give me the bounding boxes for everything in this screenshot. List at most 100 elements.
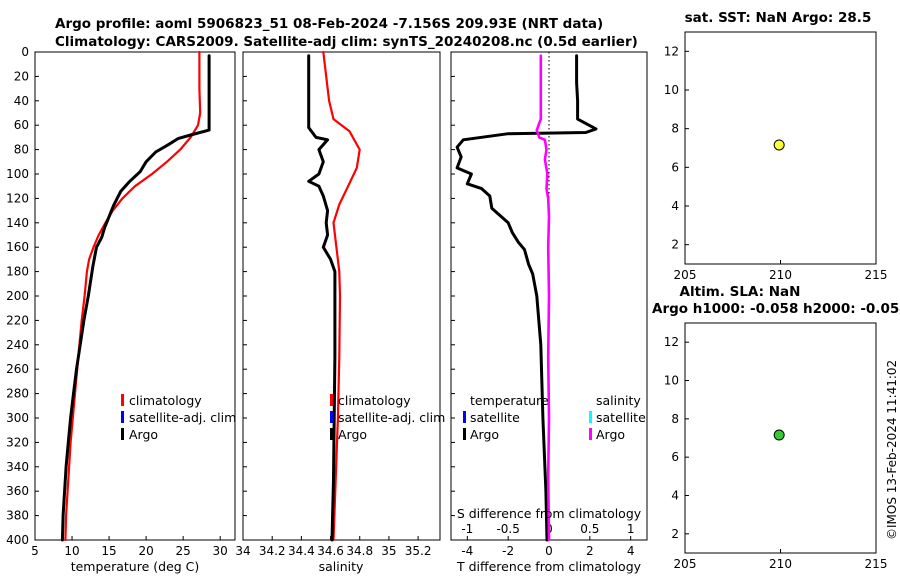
legend-swatch-climatology	[121, 394, 124, 406]
temperature-xtick-label: 15	[101, 544, 116, 558]
sla-ytick-label: 4	[671, 489, 679, 503]
legend-swatch-satellite	[330, 411, 333, 423]
sdiff-xtick-label: -0.5	[496, 522, 519, 536]
legend-swatch-t-argo	[463, 428, 466, 440]
temperature-legend: climatology satellite-adj. clim Argo	[121, 393, 236, 442]
salinity-panel: 34 34.2 34.4 34.6 34.8 35 35.2	[235, 50, 441, 558]
legend-heading-salinity: salinity	[596, 393, 641, 408]
salinity-legend: climatology satellite-adj. clim Argo	[330, 393, 445, 442]
depth-ytick-label: 360	[6, 484, 29, 498]
legend-label-argo: Argo	[338, 427, 367, 442]
sst-ytick-label: 8	[671, 122, 679, 136]
tdiff-xtick-label: 2	[586, 544, 594, 558]
sla-point	[773, 429, 785, 441]
legend-label-t-satellite: satellite	[470, 410, 520, 425]
sla-ytick-label: 2	[671, 527, 679, 541]
sst-title: sat. SST: NaN Argo: 28.5	[685, 10, 872, 26]
legend-label-s-argo: Argo	[596, 427, 625, 442]
depth-ytick-label: 260	[6, 362, 29, 376]
depth-ytick-label: 20	[14, 69, 29, 83]
salinity-xtick-label: 34.2	[259, 544, 286, 558]
sst-point	[773, 139, 785, 151]
sla-ytick-label: 6	[671, 450, 679, 464]
salinity-xtick-label: 34	[235, 544, 250, 558]
salinity-xtick-label: 34.8	[346, 544, 373, 558]
temperature-xtick-label: 5	[31, 544, 39, 558]
salinity-climatology-line	[322, 50, 361, 542]
sdiff-argo-line	[535, 54, 551, 542]
sla-xtick-label: 205	[674, 557, 697, 571]
depth-ytick-label: 160	[6, 240, 29, 254]
salinity-xlabel: salinity	[319, 559, 364, 574]
salinity-xtick-label: 34.4	[288, 544, 315, 558]
sst-xtick-label: 215	[865, 268, 888, 282]
sst-ytick-label: 10	[664, 83, 679, 97]
depth-ytick-label: 140	[6, 216, 29, 230]
salinity-xtick-label: 35	[381, 544, 396, 558]
legend-label-climatology: climatology	[129, 393, 202, 408]
legend-swatch-satellite	[121, 411, 124, 423]
depth-ytick-label: 340	[6, 460, 29, 474]
tdiff-argo-line	[455, 54, 598, 542]
tdiff-xtick-label: -2	[502, 544, 514, 558]
depth-ytick-label: 120	[6, 191, 29, 205]
tdiff-xtick-label: -4	[461, 544, 473, 558]
depth-ytick-label: 100	[6, 167, 29, 181]
sla-title-line2: Argo h1000: -0.058 h2000: -0.054	[652, 301, 900, 317]
legend-swatch-climatology	[330, 394, 333, 406]
sla-title-line1: Altim. SLA: NaN	[680, 284, 801, 300]
legend-label-satellite: satellite-adj. clim	[338, 410, 445, 425]
tdiff-xtick-label: 4	[627, 544, 635, 558]
sla-ytick-label: 10	[664, 374, 679, 388]
difference-legend: temperature satellite Argo salinity sate…	[463, 393, 646, 442]
legend-swatch-argo	[330, 428, 333, 440]
depth-ytick-label: 40	[14, 94, 29, 108]
depth-ytick-label: 220	[6, 313, 29, 327]
temperature-climatology-line	[64, 50, 202, 542]
credit-text: ©IMOS 13-Feb-2024 11:41:02	[885, 360, 899, 540]
depth-ytick-label: 280	[6, 387, 29, 401]
difference-panel: -4 -2 0 2 4-1 -0.5 0 0.5 1	[450, 51, 648, 558]
depth-ytick-label: 240	[6, 338, 29, 352]
legend-label-argo: Argo	[129, 427, 158, 442]
legend-heading-temperature: temperature	[470, 393, 549, 408]
legend-swatch-s-argo	[589, 428, 592, 440]
depth-ytick-label: 0	[21, 45, 29, 59]
temperature-xtick-label: 30	[213, 544, 228, 558]
legend-swatch-argo	[121, 428, 124, 440]
depth-ytick-label: 380	[6, 509, 29, 523]
temperature-xtick-label: 20	[138, 544, 153, 558]
salinity-xtick-label: 35.2	[405, 544, 432, 558]
temperature-xtick-label: 10	[64, 544, 79, 558]
sst-ytick-label: 12	[664, 44, 679, 58]
sst-ytick-label: 2	[671, 238, 679, 252]
temperature-panel: 5 10 15 20 25 3002040608010012014016018020022…	[6, 45, 236, 558]
sla-ytick-label: 8	[671, 412, 679, 426]
legend-label-satellite: satellite-adj. clim	[129, 410, 236, 425]
sla-ytick-label: 12	[664, 335, 679, 349]
sst-ytick-label: 6	[671, 160, 679, 174]
sdiff-xtick-label: 1	[627, 522, 635, 536]
sst-ytick-label: 4	[671, 199, 679, 213]
sla-xtick-label: 210	[769, 557, 792, 571]
legend-label-climatology: climatology	[338, 393, 411, 408]
figure-title-line2: Climatology: CARS2009. Satellite-adj cli…	[55, 34, 638, 50]
sdiff-toplabel: S difference from climatology	[457, 506, 642, 521]
depth-ytick-label: 200	[6, 289, 29, 303]
depth-ytick-label: 320	[6, 435, 29, 449]
sst-panel: 205 210 215 2 4 6 8 10 12	[664, 31, 888, 282]
salinity-xtick-label: 34.6	[317, 544, 344, 558]
depth-ytick-label: 60	[14, 118, 29, 132]
sdiff-xtick-label: 0.5	[580, 522, 599, 536]
temperature-xlabel: temperature (deg C)	[71, 559, 200, 574]
legend-swatch-s-satellite	[589, 411, 592, 423]
legend-label-s-satellite: satellite	[596, 410, 646, 425]
legend-label-t-argo: Argo	[470, 427, 499, 442]
depth-ytick-label: 180	[6, 265, 29, 279]
legend-swatch-t-satellite	[463, 411, 466, 423]
sdiff-xtick-label: -1	[461, 522, 473, 536]
temperature-xtick-label: 25	[176, 544, 191, 558]
sla-panel: 205 210 215 2 4 6 8 10 12	[664, 322, 887, 571]
depth-ytick-label: 400	[6, 533, 29, 547]
